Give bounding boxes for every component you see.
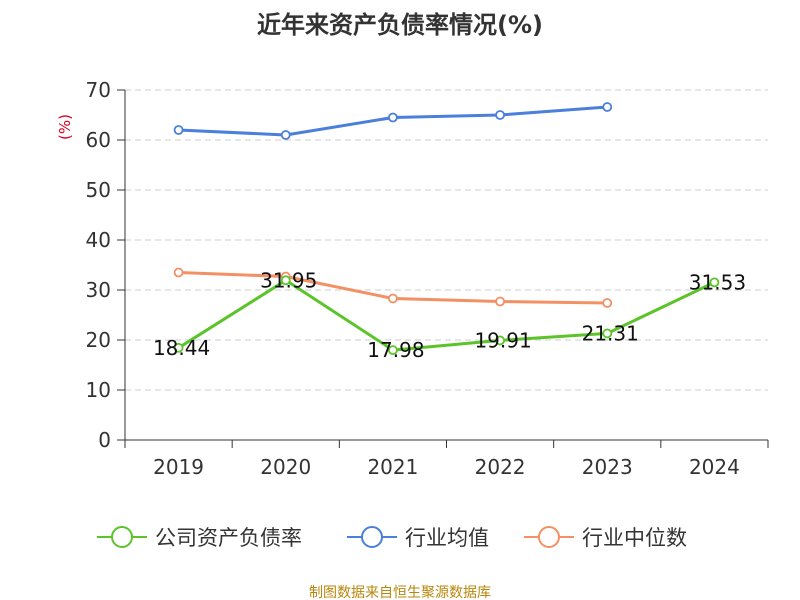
y-axis-label: (%): [56, 114, 74, 140]
y-tick-label: 20: [86, 328, 111, 352]
chart-title: 近年来资产负债率情况(%): [257, 11, 543, 39]
legend-label: 行业均值: [405, 526, 489, 550]
data-point[interactable]: [709, 277, 720, 288]
data-point[interactable]: [495, 296, 505, 307]
x-tick-label: 2019: [153, 455, 204, 479]
y-tick-label: 30: [86, 278, 111, 302]
data-point[interactable]: [602, 328, 613, 339]
axes: 0 10 20 30 40 50 60 70 2019 2020 2021 2022 2023 2024: [86, 78, 769, 479]
y-tick-label: 0: [98, 428, 111, 452]
data-point[interactable]: [495, 110, 505, 120]
data-label: 31.53: [689, 270, 746, 294]
y-tick-label: 10: [86, 378, 111, 402]
data-label: 21.31: [582, 321, 639, 345]
data-point[interactable]: [602, 298, 613, 308]
grid: [125, 89, 768, 391]
y-tick-label: 60: [86, 128, 111, 152]
data-point[interactable]: [388, 112, 398, 123]
data-point[interactable]: [173, 125, 184, 135]
data-point[interactable]: [173, 342, 184, 353]
legend-label: 公司资产负债率: [155, 526, 302, 550]
y-tick-label: 40: [86, 228, 111, 252]
legend-marker: [111, 526, 133, 548]
legend-item[interactable]: 公司资产负债率: [97, 526, 302, 550]
data-point[interactable]: [280, 130, 291, 140]
legend-marker: [361, 526, 383, 548]
data-label: 31.95: [260, 268, 317, 292]
series-layer: [173, 102, 720, 356]
data-labels: 18.44 31.95 17.98 19.91 21.31 31.53: [153, 268, 746, 362]
data-label: 17.98: [367, 338, 424, 362]
x-tick-label: 2020: [260, 455, 311, 479]
x-tick-label: 2023: [582, 455, 633, 479]
y-tick-label: 70: [86, 78, 111, 102]
data-point[interactable]: [495, 335, 505, 346]
data-point[interactable]: [388, 293, 398, 304]
y-tick-label: 50: [86, 178, 111, 202]
data-label: 18.44: [153, 336, 210, 360]
data-point[interactable]: [388, 345, 398, 356]
data-point[interactable]: [173, 267, 184, 278]
series-line: [177, 278, 716, 352]
x-tick-label: 2024: [689, 455, 740, 479]
legend-item[interactable]: 行业中位数: [524, 526, 687, 550]
legend-label: 行业中位数: [582, 526, 687, 550]
data-point[interactable]: [280, 275, 291, 286]
data-label: 19.91: [474, 328, 531, 352]
legend-item[interactable]: 行业均值: [347, 526, 489, 550]
source-note: 制图数据来自恒生聚源数据库: [309, 585, 491, 600]
x-tick-label: 2021: [367, 455, 418, 479]
x-tick-label: 2022: [475, 455, 526, 479]
data-point[interactable]: [602, 102, 613, 112]
legend-marker: [538, 526, 560, 548]
legend[interactable]: 公司资产负债率 行业均值 行业中位数: [97, 526, 687, 550]
